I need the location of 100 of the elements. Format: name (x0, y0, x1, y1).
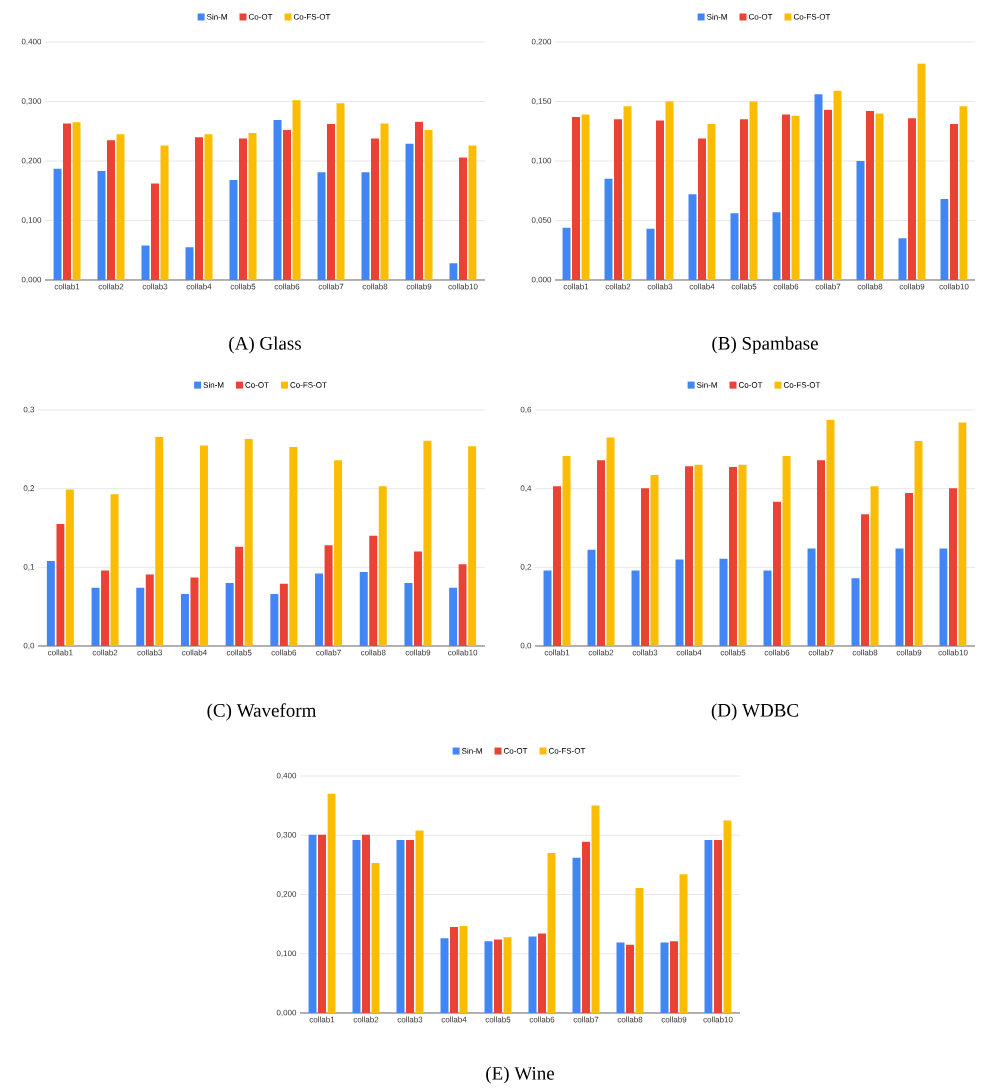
bar (572, 116, 581, 280)
text: (C) Waveform (207, 703, 317, 721)
bar (361, 172, 370, 280)
legend-label: Co-FS-OT (293, 13, 331, 20)
y-tick-label: 0,000 (21, 276, 42, 284)
bar (449, 587, 458, 646)
y-tick-label: 0,2 (23, 485, 35, 492)
y-tick-label: 0,000 (276, 1009, 297, 1017)
x-tick-label: collab1 (544, 649, 570, 656)
bar (914, 441, 923, 646)
bar (46, 561, 55, 646)
y-tick-label: 0,050 (531, 217, 552, 224)
legend-label: Co-OT (245, 382, 269, 388)
y-tick-label: 0,150 (531, 98, 552, 105)
bar (626, 944, 635, 1013)
bar (318, 834, 326, 1013)
bar (404, 583, 413, 646)
bar (833, 90, 842, 280)
bar (591, 805, 600, 1013)
bar (315, 573, 324, 646)
x-tick-label: collab6 (271, 649, 297, 656)
y-tick-label: 0,100 (276, 950, 297, 958)
bar (352, 839, 361, 1013)
x-tick-label: collab6 (274, 283, 300, 290)
bar (371, 138, 380, 280)
x-tick-label: collab3 (137, 649, 163, 656)
legend-label: Co-OT (503, 748, 528, 754)
bar (362, 834, 370, 1013)
bar (623, 106, 632, 280)
bar (763, 570, 772, 646)
bar (641, 488, 650, 646)
bar (484, 941, 493, 1013)
x-tick-label: collab6 (529, 1016, 555, 1023)
bar (440, 938, 449, 1013)
bar (614, 119, 623, 280)
x-tick-label: collab10 (939, 283, 969, 290)
text: (E) Wine (486, 1066, 555, 1084)
x-tick-label: collab4 (676, 649, 702, 656)
bar (371, 863, 380, 1013)
bar (406, 839, 415, 1013)
legend-label: Sin-M (696, 381, 717, 388)
bar (694, 464, 703, 646)
bar (235, 546, 244, 646)
bar (749, 101, 758, 280)
bar (204, 134, 213, 280)
bar (782, 456, 791, 646)
legend-label: Co-FS-OT (793, 13, 831, 20)
bar (63, 123, 71, 280)
x-tick-label: collab3 (142, 283, 168, 290)
bar (359, 572, 368, 646)
x-tick-label: collab2 (92, 649, 118, 656)
bar (905, 492, 914, 646)
bar (707, 124, 716, 280)
x-tick-label: collab5 (230, 283, 256, 290)
x-tick-label: collab3 (397, 1016, 423, 1023)
bar (107, 140, 115, 280)
bar (155, 436, 164, 646)
text: (B) Spambase (712, 336, 818, 354)
bar (244, 439, 253, 646)
bar (807, 548, 816, 646)
y-tick-label: 0,2 (520, 564, 532, 571)
bar (851, 578, 860, 646)
bar (582, 841, 591, 1013)
legend-label: Co-FS-OT (290, 382, 327, 388)
bar (597, 460, 606, 646)
x-tick-label: collab2 (98, 283, 124, 290)
bar (116, 134, 125, 280)
x-tick-label: collab1 (309, 1016, 335, 1023)
x-tick-label: collab7 (815, 283, 841, 290)
legend-label: Co-FS-OT (548, 748, 586, 754)
x-tick-label: collab4 (186, 283, 212, 290)
bar (336, 103, 345, 280)
bar (814, 94, 823, 280)
bar (405, 143, 414, 280)
legend-label: Sin-M (461, 747, 482, 754)
bar (283, 130, 292, 280)
x-tick-label: collab1 (48, 649, 73, 656)
y-tick-label: 0,200 (21, 157, 42, 165)
bar (91, 587, 100, 646)
y-tick-label: 0,0 (520, 642, 532, 650)
bar (950, 124, 959, 280)
bar (494, 939, 503, 1013)
bar (875, 113, 884, 280)
bar (145, 574, 154, 646)
x-tick-label: collab4 (441, 1016, 467, 1023)
x-tick-label: collab7 (808, 649, 834, 656)
bar (738, 464, 747, 646)
x-tick-label: collab3 (632, 649, 658, 656)
bar (378, 486, 387, 646)
bar (650, 474, 659, 646)
y-tick-label: 0,300 (276, 831, 297, 839)
y-tick-label: 0,100 (531, 157, 552, 165)
bar (562, 227, 571, 280)
bar (616, 942, 625, 1013)
bar (572, 857, 581, 1013)
y-tick-label: 0,400 (21, 38, 42, 46)
bar (604, 178, 613, 280)
x-tick-label: collab7 (318, 283, 344, 290)
bar (65, 489, 74, 646)
bar (190, 577, 199, 646)
